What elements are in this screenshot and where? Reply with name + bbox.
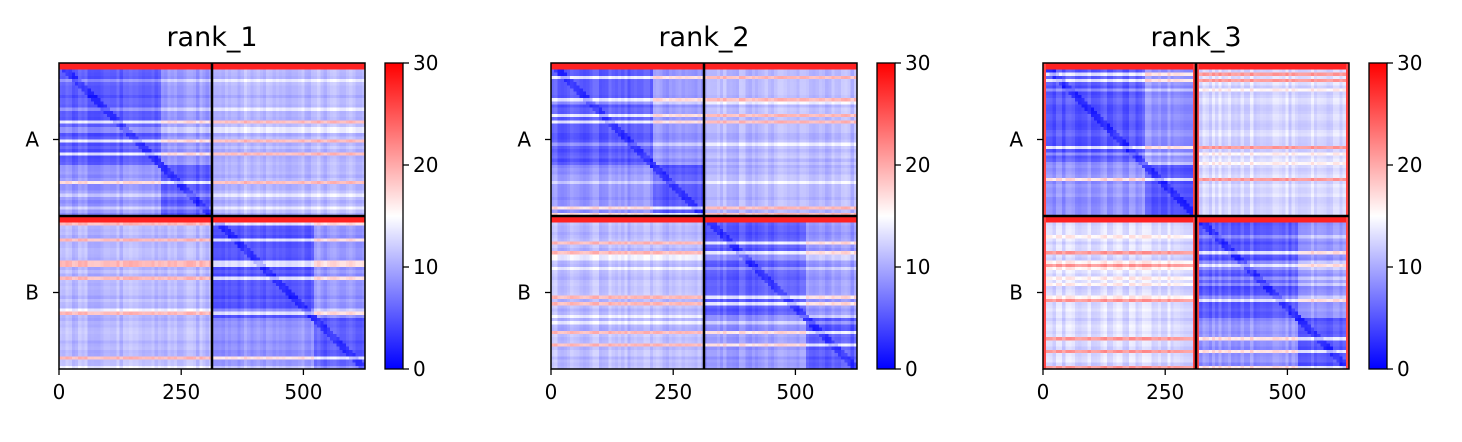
- panel-1: rank_10250500AB0102030: [25, 22, 438, 404]
